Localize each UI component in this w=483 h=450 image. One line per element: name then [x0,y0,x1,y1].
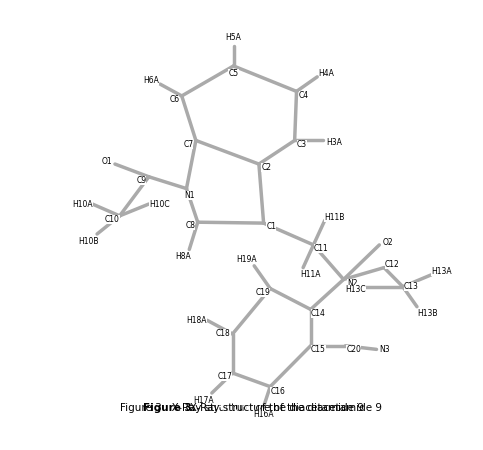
Text: C8: C8 [185,221,195,230]
Text: C2: C2 [261,163,271,172]
Text: N3: N3 [380,345,390,354]
Text: C20: C20 [346,345,361,354]
Text: C1: C1 [266,222,276,231]
Text: H17A: H17A [193,396,213,405]
Text: N1: N1 [184,191,195,200]
Text: C12: C12 [385,261,400,270]
Text: H19A: H19A [236,255,257,264]
Text: Figure 3.: Figure 3. [142,403,196,413]
Text: C17: C17 [218,372,232,381]
Text: H13B: H13B [417,310,438,319]
Text: C15: C15 [311,345,326,354]
Text: C10: C10 [105,215,120,224]
Text: C19: C19 [255,288,270,297]
Text: H5A: H5A [226,33,242,42]
Text: C16: C16 [270,387,285,396]
Text: C14: C14 [311,309,326,318]
Text: Figure 3.: Figure 3. [215,403,268,413]
Text: H11A: H11A [300,270,321,279]
Text: H8A: H8A [175,252,191,261]
Text: C5: C5 [228,69,239,78]
Text: H10A: H10A [72,199,93,208]
Text: C7: C7 [183,140,193,148]
Text: H11B: H11B [324,213,344,222]
Text: H13C: H13C [345,285,366,294]
Text: X-Ray structure of the diacetamide 9: X-Ray structure of the diacetamide 9 [180,403,382,413]
Text: H6A: H6A [143,76,158,85]
Text: O1: O1 [101,157,112,166]
Text: C11: C11 [313,244,328,253]
Text: C9: C9 [136,176,146,185]
Text: H4A: H4A [319,69,335,78]
Text: N2: N2 [347,279,357,288]
Text: H13A: H13A [431,267,452,276]
Text: H3A: H3A [326,138,342,147]
Text: O2: O2 [383,238,393,247]
Text: H10C: H10C [149,199,170,208]
Text: Figure 3.  X-Ray structure of the diacetamide 9: Figure 3. X-Ray structure of the diaceta… [120,403,363,413]
Text: C6: C6 [169,95,179,104]
Text: H10B: H10B [78,237,99,246]
Text: H18A: H18A [186,316,207,325]
Text: H16A: H16A [253,410,274,419]
Text: C4: C4 [299,90,309,99]
Text: C13: C13 [404,282,419,291]
Text: C3: C3 [297,140,307,148]
Text: C18: C18 [216,329,230,338]
